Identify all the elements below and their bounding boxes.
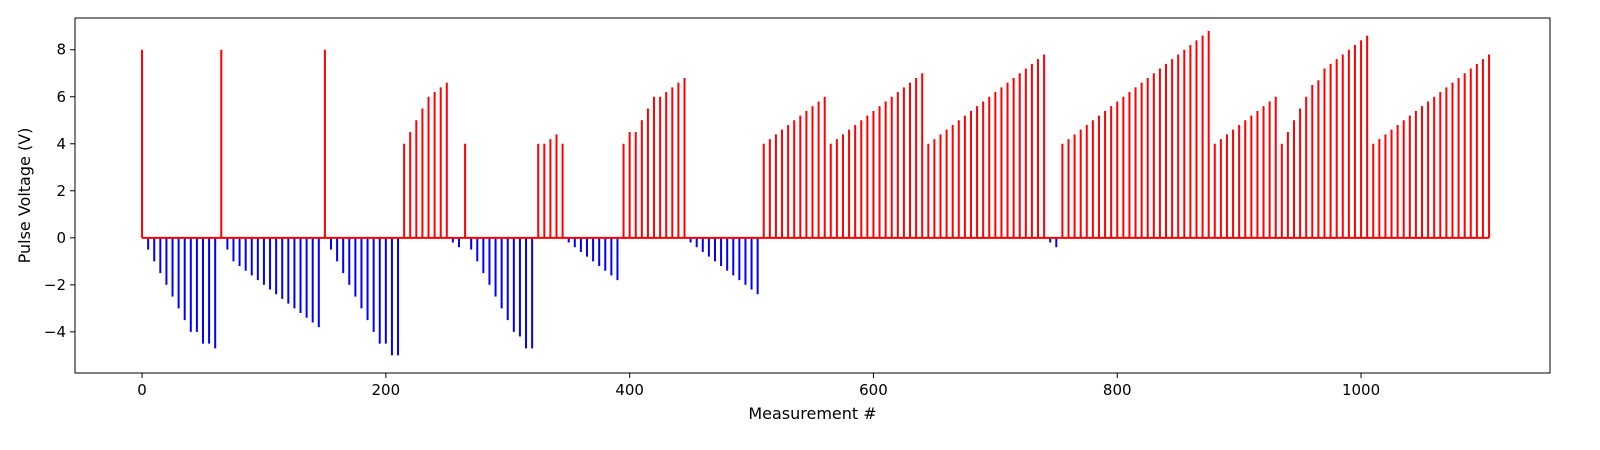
y-tick-label: 2	[56, 182, 66, 200]
x-axis: 0 200 400 600 800 1000	[137, 373, 1380, 399]
x-tick-label: 800	[1103, 381, 1132, 399]
y-tick-label: 8	[56, 41, 66, 59]
y-tick-label: −4	[44, 323, 66, 341]
x-tick-label: 0	[137, 381, 147, 399]
x-tick-label: 200	[372, 381, 401, 399]
plot-frame	[74, 17, 1551, 374]
bars-layer	[141, 30, 1491, 356]
y-tick-label: 6	[56, 88, 66, 106]
y-axis-label: Pulse Voltage (V)	[15, 128, 34, 264]
y-axis: −4 −2 0 2 4 6 8	[44, 41, 75, 341]
x-tick-label: 1000	[1342, 381, 1380, 399]
x-axis-label: Measurement #	[748, 404, 876, 423]
y-tick-label: −2	[44, 276, 66, 294]
x-tick-label: 600	[859, 381, 888, 399]
x-tick-label: 400	[615, 381, 644, 399]
y-tick-label: 0	[56, 229, 66, 247]
y-tick-label: 4	[56, 135, 66, 153]
